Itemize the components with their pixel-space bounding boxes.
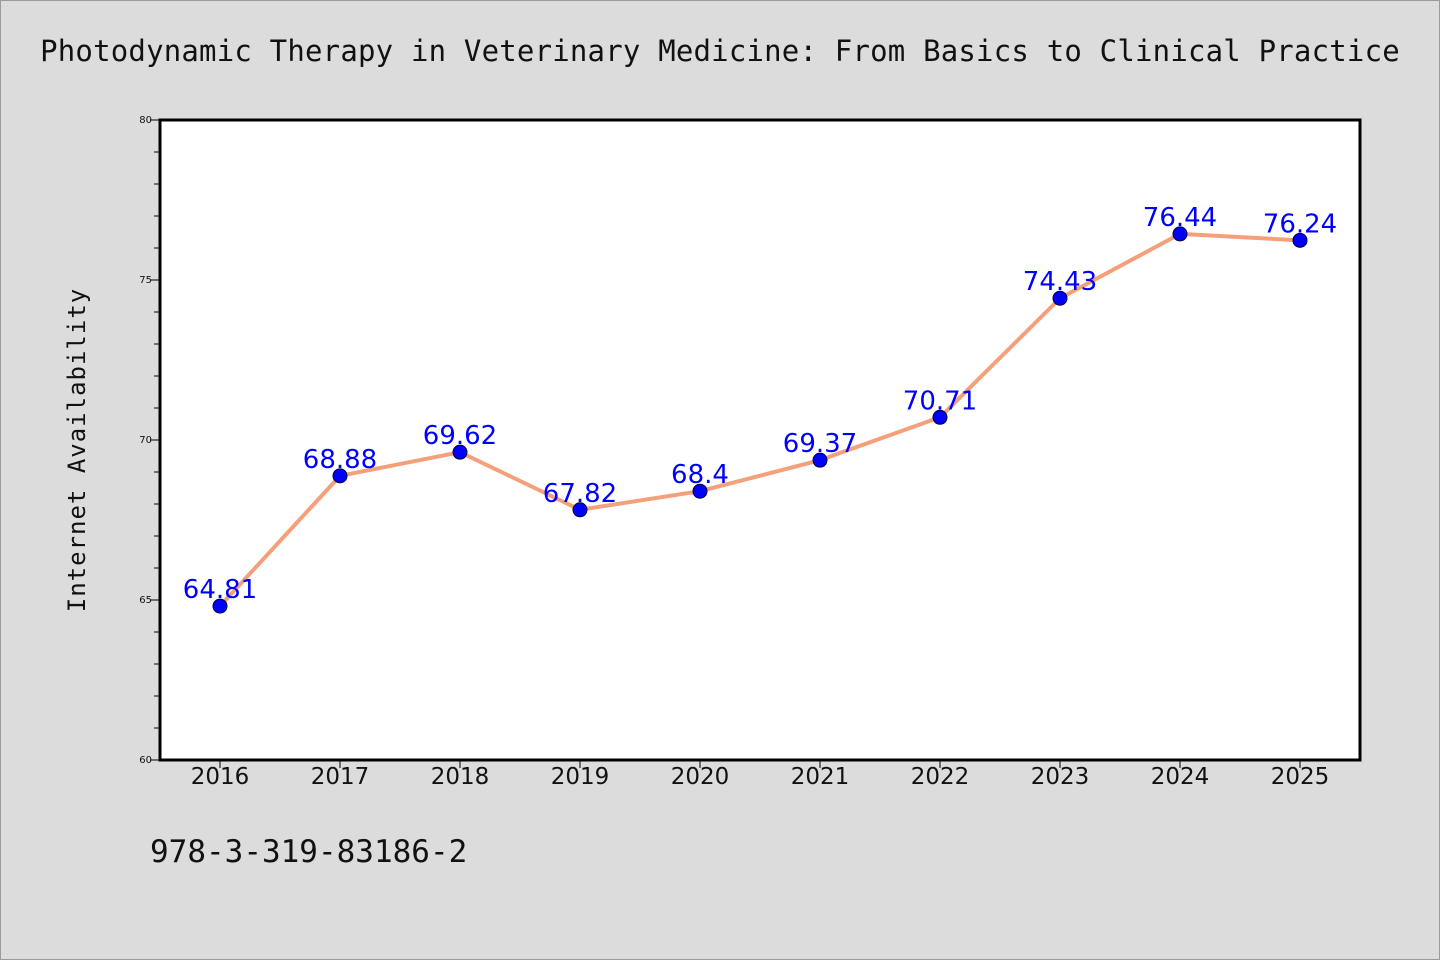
y-axis: 60 65 70 75 80 [139, 115, 160, 766]
data-point [332, 468, 348, 484]
y-tick-label: 65 [139, 595, 152, 606]
y-tick-label: 70 [139, 435, 152, 446]
data-label: 69.37 [783, 429, 857, 459]
x-tick-label: 2018 [431, 764, 490, 790]
x-axis: 2016 2017 2018 2019 2020 2021 2022 2023 2024 2025 [191, 760, 1330, 790]
data-label: 68.4 [671, 460, 729, 490]
data-label: 76.24 [1263, 209, 1337, 239]
series-markers [212, 226, 1308, 614]
data-point [812, 452, 828, 468]
data-label: 69.62 [423, 421, 497, 451]
x-tick-label: 2017 [311, 764, 370, 790]
isbn-footer: 978-3-319-83186-2 [150, 834, 468, 870]
x-tick-label: 2016 [191, 764, 250, 790]
data-point [1292, 232, 1308, 248]
data-label: 74.43 [1023, 267, 1097, 297]
data-label: 68.88 [303, 445, 377, 475]
y-tick-label: 75 [139, 275, 152, 286]
series-line [218, 231, 1301, 608]
x-tick-label: 2025 [1271, 764, 1330, 790]
data-point [212, 598, 228, 614]
data-label: 70.71 [903, 386, 977, 416]
data-point [1172, 226, 1188, 242]
data-label: 67.82 [543, 479, 617, 509]
x-tick-label: 2023 [1031, 764, 1090, 790]
x-tick-label: 2021 [791, 764, 850, 790]
y-tick-label: 60 [139, 755, 152, 766]
x-tick-label: 2019 [551, 764, 610, 790]
x-tick-label: 2022 [911, 764, 970, 790]
y-tick-label: 80 [139, 115, 152, 126]
data-labels: 64.81 68.88 69.62 67.82 68.4 69.37 70.71 74.43 7… [183, 203, 1337, 605]
data-point [572, 502, 588, 518]
y-axis-title: Internet Availability [63, 288, 91, 612]
x-tick-label: 2024 [1151, 764, 1210, 790]
data-label: 64.81 [183, 575, 257, 605]
data-point [932, 409, 948, 425]
data-point [692, 483, 708, 499]
data-label: 76.44 [1143, 203, 1217, 233]
data-point [452, 444, 468, 460]
data-point [1052, 290, 1068, 306]
plot-area [158, 118, 1362, 762]
chart-title: Photodynamic Therapy in Veterinary Medic… [40, 34, 1400, 68]
x-tick-label: 2020 [671, 764, 730, 790]
